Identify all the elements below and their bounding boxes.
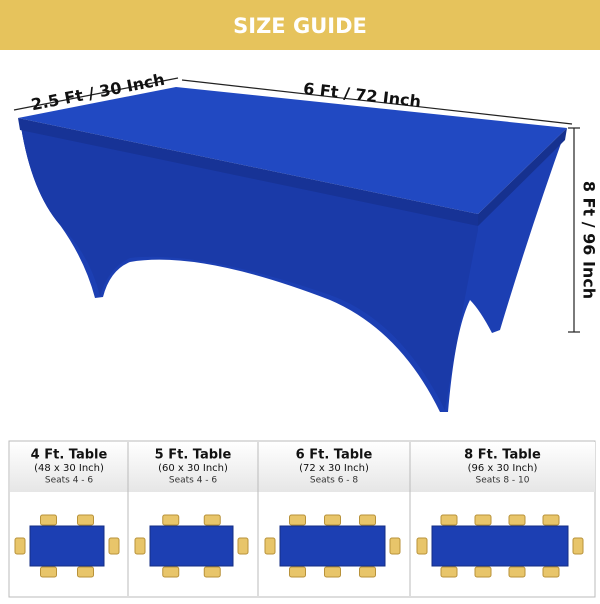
card-header xyxy=(10,442,128,492)
chair xyxy=(134,537,146,555)
table-seats: Seats 6 - 8 xyxy=(310,476,359,486)
table-name: 4 Ft. Table xyxy=(31,448,108,463)
chair xyxy=(508,514,526,526)
table-name: 5 Ft. Table xyxy=(155,448,232,463)
chair xyxy=(264,537,276,555)
chair xyxy=(289,566,306,578)
chair xyxy=(40,514,57,526)
chair xyxy=(440,514,458,526)
chair xyxy=(474,514,492,526)
table-cover xyxy=(18,87,567,412)
table-size: (48 x 30 Inch) xyxy=(34,463,104,474)
card-header xyxy=(258,442,410,492)
chair xyxy=(389,537,401,555)
chair xyxy=(508,566,526,578)
table-seats: Seats 4 - 6 xyxy=(45,476,94,486)
table-size: (96 x 30 Inch) xyxy=(468,463,538,474)
chair xyxy=(440,566,458,578)
chair xyxy=(324,514,341,526)
chair xyxy=(474,566,492,578)
chair xyxy=(572,537,584,555)
card-header xyxy=(410,442,595,492)
chair xyxy=(237,537,249,555)
chair xyxy=(203,514,221,526)
table-top xyxy=(149,525,234,567)
chair xyxy=(77,566,94,578)
chair xyxy=(359,514,376,526)
dimension-lines xyxy=(13,77,580,333)
chair xyxy=(40,566,57,578)
table-top xyxy=(431,525,569,567)
chair xyxy=(416,537,428,555)
chair xyxy=(542,566,560,578)
table-seats: Seats 4 - 6 xyxy=(169,476,218,486)
table-size: (60 x 30 Inch) xyxy=(158,463,228,474)
table-name: 6 Ft. Table xyxy=(296,448,373,463)
table-name: 8 Ft. Table xyxy=(464,448,541,463)
chair xyxy=(289,514,306,526)
chair xyxy=(108,537,120,555)
header-band xyxy=(0,0,600,50)
chair xyxy=(162,514,180,526)
chair xyxy=(324,566,341,578)
chair xyxy=(359,566,376,578)
chair xyxy=(542,514,560,526)
drop-label: 8 Ft / 96 Inch xyxy=(580,181,599,299)
card-header xyxy=(128,442,258,492)
table-size: (72 x 30 Inch) xyxy=(299,463,369,474)
header-title: SIZE GUIDE xyxy=(233,14,367,38)
table-top xyxy=(279,525,386,567)
chair xyxy=(162,566,180,578)
table-top xyxy=(29,525,105,567)
chair xyxy=(77,514,94,526)
table-seats: Seats 8 - 10 xyxy=(476,476,530,486)
table-cards: 4 Ft. Table(48 x 30 Inch) Seats 4 - 6 5 Ft… xyxy=(10,442,595,596)
chair xyxy=(203,566,221,578)
chair xyxy=(14,537,26,555)
